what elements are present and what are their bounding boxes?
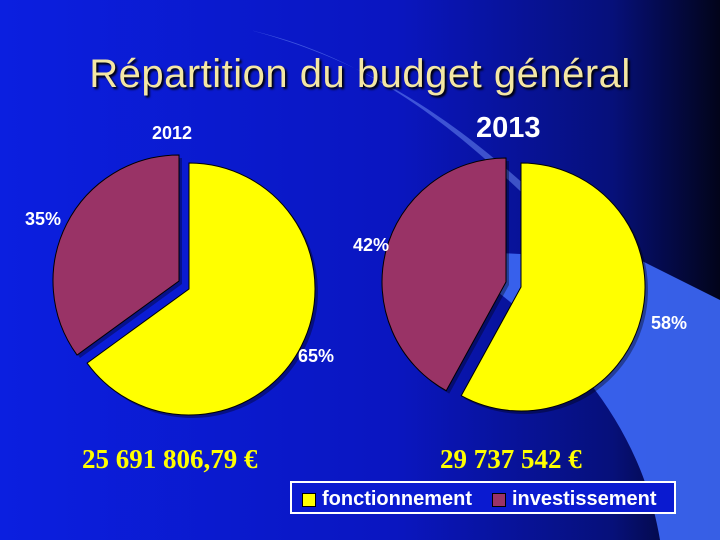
pie-2012-slice-investissement [52,154,180,356]
legend-label-investissement: investissement [512,488,657,510]
pie-2012-label-investissement: 35% [25,209,62,229]
pie-2013-label-investissement: 42% [353,235,390,255]
pie-2013-label-fonctionnement: 58% [651,313,688,333]
total-2013: 29 737 542 € [440,444,582,474]
legend-swatch-investissement [492,492,506,507]
page-title: Répartition du budget général [89,52,631,96]
pie-2012-slice-fonctionnement [86,162,316,416]
legend-item-investissement: investissement [492,488,657,511]
legend-label-fonctionnement: fonctionnement [322,488,472,510]
pie-2012-label-fonctionnement: 65% [298,346,335,366]
total-2012: 25 691 806,79 € [82,444,258,474]
chart-title-2013: 2013 [476,112,541,144]
pie-2013-slice-fonctionnement [460,162,646,412]
legend-item-fonctionnement: fonctionnement [302,488,472,511]
legend: fonctionnement investissement [290,481,676,514]
legend-swatch-fonctionnement [302,492,316,507]
chart-title-2012: 2012 [152,123,193,143]
pie-2013-slice-investissement [381,157,507,392]
